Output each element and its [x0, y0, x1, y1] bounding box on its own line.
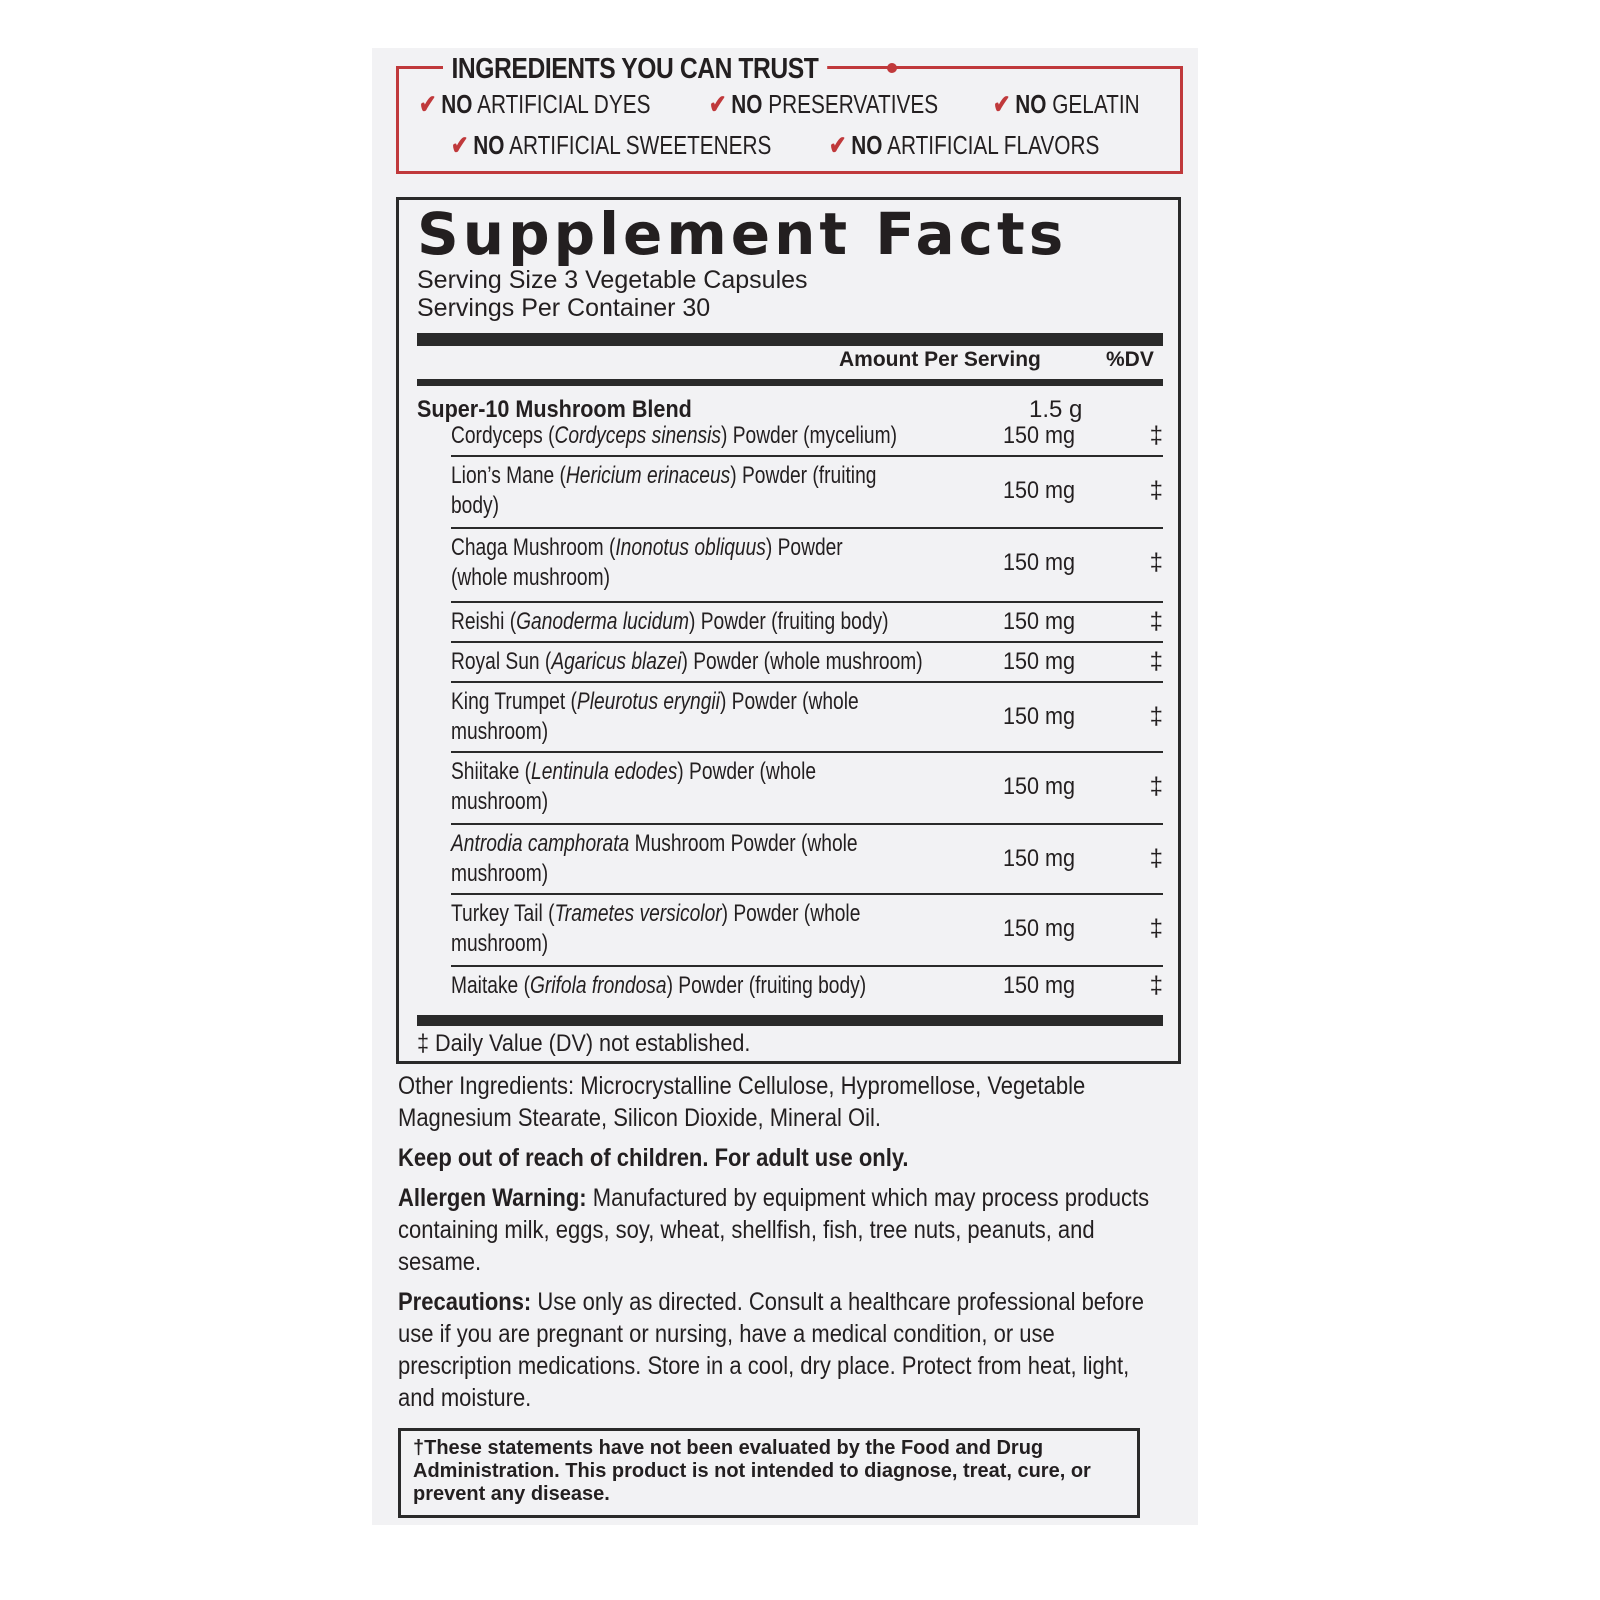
ingredient-dv: ‡	[1149, 648, 1163, 675]
ingredient-dv: ‡	[1149, 422, 1163, 449]
ingredient-dv: ‡	[1149, 773, 1163, 800]
other-ingredients: Other Ingredients: Microcrystalline Cell…	[398, 1072, 1086, 1132]
ingredient-dv: ‡	[1149, 845, 1163, 872]
thick-divider	[417, 1015, 1163, 1026]
ingredient-dv: ‡	[1149, 549, 1163, 576]
ingredient-name: Antrodia camphorata Mushroom Powder (who…	[451, 830, 858, 887]
ingredient-name: Reishi (Ganoderma lucidum) Powder (fruit…	[451, 608, 889, 635]
claim: ✔ NO ARTIFICIAL SWEETENERS	[451, 130, 772, 160]
amount-header: Amount Per Serving	[839, 348, 1041, 371]
blend-name: Super-10 Mushroom Blend	[417, 396, 692, 423]
divider	[417, 379, 1163, 386]
row-divider	[451, 893, 1163, 895]
check-icon: ✔	[419, 89, 437, 119]
blend-amount: 1.5 g	[1029, 396, 1083, 423]
ingredient-amount: 150 mg	[1003, 549, 1076, 576]
ingredient-dv: ‡	[1149, 477, 1163, 504]
ingredient-amount: 150 mg	[1003, 972, 1076, 999]
ingredient-row: Antrodia camphorata Mushroom Powder (who…	[451, 826, 1163, 892]
ingredient-row: Turkey Tail (Trametes versicolor) Powder…	[451, 896, 1163, 962]
dv-footnote: ‡ Daily Value (DV) not established.	[417, 1030, 751, 1057]
ingredient-amount: 150 mg	[1003, 773, 1076, 800]
ingredient-row: Shiitake (Lentinula edodes) Powder (whol…	[451, 754, 1163, 820]
ingredient-dv: ‡	[1149, 915, 1163, 942]
ingredient-dv: ‡	[1149, 703, 1163, 730]
ingredient-row: King Trumpet (Pleurotus eryngii) Powder …	[451, 684, 1163, 750]
ingredient-row: Lion’s Mane (Hericium erinaceus) Powder …	[451, 458, 1163, 524]
ingredient-amount: 150 mg	[1003, 915, 1076, 942]
facts-title: Supplement Facts	[417, 200, 1068, 268]
claim: ✔ NO GELATIN	[993, 89, 1140, 119]
ingredient-name: King Trumpet (Pleurotus eryngii) Powder …	[451, 688, 859, 745]
row-divider	[451, 641, 1163, 643]
keep-out-warning: Keep out of reach of children. For adult…	[398, 1144, 909, 1172]
ingredient-amount: 150 mg	[1003, 477, 1076, 504]
ingredient-row: Maitake (Grifola frondosa) Powder (fruit…	[451, 968, 1163, 1004]
allergen-warning: Allergen Warning: Manufactured by equipm…	[398, 1184, 1150, 1276]
servings-per-container: Servings Per Container 30	[417, 294, 711, 322]
ingredient-row: Chaga Mushroom (Inonotus obliquus) Powde…	[451, 530, 1163, 596]
supplement-label: INGREDIENTS YOU CAN TRUST ✔ NO ARTIFICIAL…	[372, 48, 1198, 1525]
dv-header: %DV	[1106, 348, 1154, 371]
check-icon: ✔	[829, 130, 847, 160]
ingredient-dv: ‡	[1149, 972, 1163, 999]
row-divider	[451, 751, 1163, 753]
ingredient-name: Shiitake (Lentinula edodes) Powder (whol…	[451, 758, 817, 815]
trust-box: INGREDIENTS YOU CAN TRUST ✔ NO ARTIFICIAL…	[396, 53, 1183, 174]
ingredient-name: Chaga Mushroom (Inonotus obliquus) Powde…	[451, 534, 843, 591]
ingredient-name: Royal Sun (Agaricus blazei) Powder (whol…	[451, 648, 923, 675]
ingredient-amount: 150 mg	[1003, 648, 1076, 675]
serving-size: Serving Size 3 Vegetable Capsules	[417, 266, 808, 294]
supplement-facts-panel: Supplement Facts Serving Size 3 Vegetabl…	[396, 197, 1181, 1064]
precautions: Precautions: Use only as directed. Consu…	[398, 1288, 1144, 1412]
ingredient-name: Lion’s Mane (Hericium erinaceus) Powder …	[451, 462, 877, 519]
row-divider	[451, 965, 1163, 967]
ingredient-name: Maitake (Grifola frondosa) Powder (fruit…	[451, 972, 867, 999]
row-divider	[451, 681, 1163, 683]
ingredient-row: Royal Sun (Agaricus blazei) Powder (whol…	[451, 644, 1163, 680]
decorative-dot	[887, 63, 897, 73]
claim: ✔ NO ARTIFICIAL FLAVORS	[829, 130, 1100, 160]
claim: ✔ NO PRESERVATIVES	[709, 89, 939, 119]
ingredient-amount: 150 mg	[1003, 608, 1076, 635]
row-divider	[451, 527, 1163, 529]
label-text-section: Other Ingredients: Microcrystalline Cell…	[398, 1070, 1178, 1518]
ingredient-row: Reishi (Ganoderma lucidum) Powder (fruit…	[451, 604, 1163, 640]
row-divider	[451, 601, 1163, 603]
ingredient-name: Cordyceps (Cordyceps sinensis) Powder (m…	[451, 422, 897, 449]
ingredient-amount: 150 mg	[1003, 703, 1076, 730]
ingredient-amount: 150 mg	[1003, 845, 1076, 872]
ingredient-name: Turkey Tail (Trametes versicolor) Powder…	[451, 900, 861, 957]
ingredient-row: Cordyceps (Cordyceps sinensis) Powder (m…	[451, 418, 1163, 454]
check-icon: ✔	[709, 89, 727, 119]
row-divider	[451, 455, 1163, 457]
claim: ✔ NO ARTIFICIAL DYES	[419, 89, 651, 119]
ingredient-amount: 150 mg	[1003, 422, 1076, 449]
fda-disclaimer: †These statements have not been evaluate…	[398, 1428, 1140, 1518]
ingredient-dv: ‡	[1149, 608, 1163, 635]
check-icon: ✔	[993, 89, 1011, 119]
row-divider	[451, 823, 1163, 825]
check-icon: ✔	[451, 130, 469, 160]
thick-divider	[417, 333, 1163, 346]
trust-title: INGREDIENTS YOU CAN TRUST	[443, 53, 827, 86]
